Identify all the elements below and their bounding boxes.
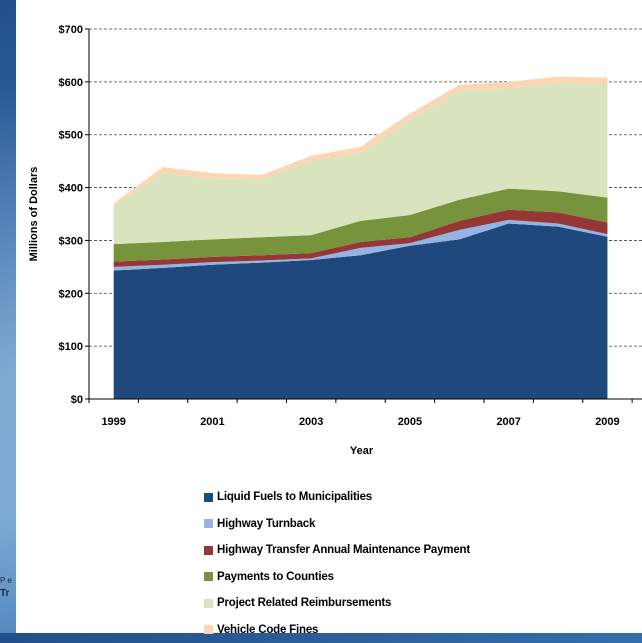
legend-item: Highway Transfer Annual Maintenance Paym… (204, 537, 470, 564)
area-series (114, 77, 608, 399)
y-tick-label: $300 (59, 235, 83, 247)
y-tick-label: $400 (59, 183, 83, 195)
x-tick-label: 2007 (496, 416, 520, 428)
y-tick-label: $200 (59, 288, 83, 300)
legend-label: Highway Transfer Annual Maintenance Paym… (217, 544, 470, 556)
legend-swatch (204, 493, 213, 502)
y-tick-label: $600 (59, 77, 83, 89)
x-tick-labels: 1999 2001 2003 2005 2007 2009 (101, 416, 619, 428)
legend-label: Vehicle Code Fines (217, 624, 318, 636)
x-tick-label: 1999 (101, 416, 125, 428)
y-tick-labels: $0 $100 $200 $300 $400 $500 $600 $700 (59, 24, 83, 406)
x-axis-title: Year (350, 445, 374, 457)
chart-panel: $0 $100 $200 $300 $400 $500 $600 $700 1999 2001 2… (16, 0, 642, 633)
background-text-fragment: Tr (0, 588, 9, 599)
legend-swatch (204, 546, 213, 555)
legend-swatch (204, 519, 213, 528)
y-tick-label: $0 (71, 394, 83, 406)
legend-item: Payments to Counties (204, 564, 470, 591)
legend-label: Payments to Counties (217, 571, 334, 583)
x-tick-label: 2001 (200, 416, 224, 428)
legend-label: Project Related Reimbursements (217, 597, 391, 609)
background-text-fragment: P e (0, 576, 12, 585)
y-tick-label: $700 (59, 24, 83, 36)
y-tick-label: $100 (59, 341, 83, 353)
y-tick-label: $500 (59, 130, 83, 142)
chart-legend: Liquid Fuels to Municipalities Highway Tu… (204, 484, 470, 643)
y-axis-title: Millions of Dollars (28, 167, 40, 262)
x-tick-label: 2003 (299, 416, 323, 428)
legend-item: Project Related Reimbursements (204, 590, 470, 617)
x-tick-label: 2009 (595, 416, 619, 428)
x-tick-label: 2005 (398, 416, 422, 428)
legend-swatch (204, 572, 213, 581)
legend-item: Highway Turnback (204, 511, 470, 538)
legend-label: Liquid Fuels to Municipalities (217, 491, 372, 503)
legend-label: Highway Turnback (217, 518, 315, 530)
legend-item: Liquid Fuels to Municipalities (204, 484, 470, 511)
legend-item: Vehicle Code Fines (204, 617, 470, 643)
legend-swatch (204, 599, 213, 608)
